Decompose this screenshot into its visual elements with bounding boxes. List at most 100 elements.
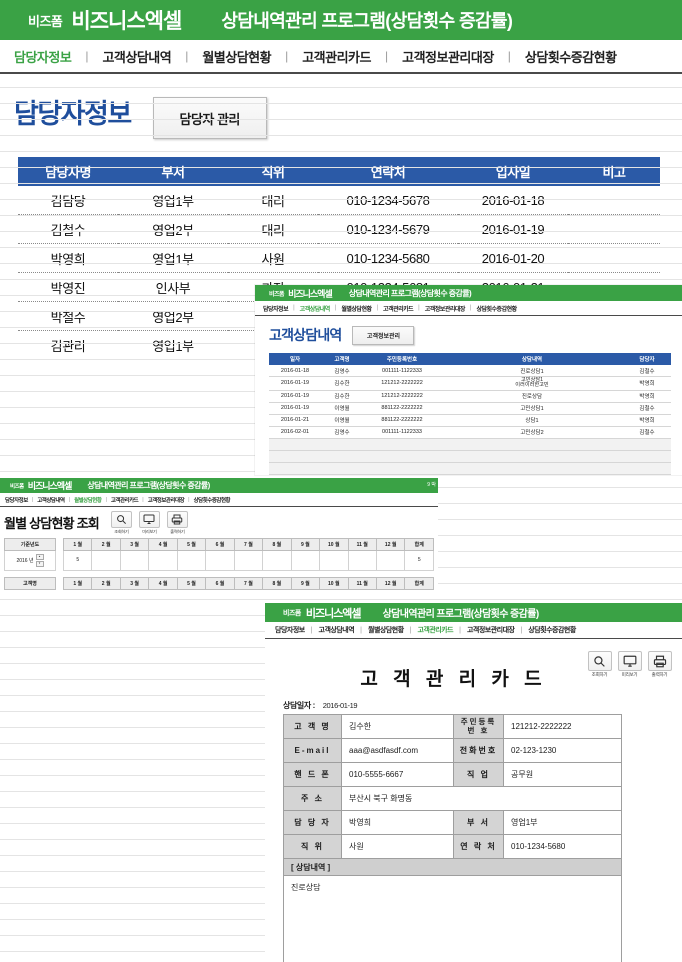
print-button-label: 출력하기 <box>170 528 185 534</box>
spinner-up-icon[interactable]: ▴ <box>35 553 44 560</box>
dept-cell: 인사부 <box>118 272 228 302</box>
table-row-empty[interactable] <box>269 474 671 475</box>
print-button[interactable]: 출력하기 <box>647 651 672 678</box>
search-button[interactable]: 조회하기 <box>587 651 612 678</box>
col-month-1: 1 월 <box>62 576 93 590</box>
table-row[interactable]: 김철수 영업2부 대리 010-1234-5679 2016-01-19 <box>18 214 660 244</box>
summary-cell <box>91 549 121 571</box>
rrn-cell: 121212-2222222 <box>363 376 441 391</box>
program-title-label: 상담내역관리 프로그램(상담횟수 증감률) <box>348 288 472 298</box>
nav-separator: | <box>310 626 313 634</box>
nav-item-consult-growth[interactable]: 상담횟수증감현황 <box>193 497 231 504</box>
print-button[interactable]: 출력하기 <box>166 511 188 535</box>
nav-item-monthly-status[interactable]: 월별상담현황 <box>368 627 404 634</box>
table-row[interactable]: 2016-01-18 김영수 001111-1122333 진로상담1 김철수 <box>269 365 671 377</box>
spinner-down-icon[interactable]: ▾ <box>35 560 44 567</box>
nav-item-consult-growth[interactable]: 상담횟수증감현황 <box>524 49 617 65</box>
dept-cell: 영업1부 <box>118 330 228 360</box>
col-month-5: 5 월 <box>176 537 207 551</box>
table-row[interactable]: 2016-02-01 김영수 001111-1122333 고민상담2 김철수 <box>269 426 671 439</box>
nav-item-customer-ledger[interactable]: 고객정보관리대장 <box>147 497 185 504</box>
dept-value[interactable]: 영업1부 <box>503 810 622 835</box>
nav-item-consult-growth[interactable]: 상담횟수증감현황 <box>476 306 517 313</box>
email-label: E-mail <box>283 738 342 763</box>
table-row[interactable]: 김영수 1 1 <box>4 588 434 590</box>
nav-item-customer-card[interactable]: 고객관리카드 <box>302 49 371 65</box>
nav-item-consult-history[interactable]: 고객상담내역 <box>37 497 65 504</box>
nav-separator: | <box>105 496 107 503</box>
nav-item-monthly-status[interactable]: 월별상담현황 <box>341 306 372 313</box>
nav-item-staff-info[interactable]: 담당자정보 <box>263 306 289 313</box>
rrn-value[interactable]: 121212-2222222 <box>503 714 622 739</box>
manage-staff-button[interactable]: 담당자 관리 <box>152 97 267 139</box>
year-spinner[interactable]: ▴ ▾ <box>35 553 44 567</box>
col-month-6: 6 월 <box>205 576 235 590</box>
rrn-cell: 881122-2222222 <box>363 402 441 415</box>
address-value[interactable]: 부산시 북구 화명동 <box>341 786 622 811</box>
preview-icon <box>138 511 160 528</box>
table-row[interactable]: 2016-01-21 이영월 881122-2222222 상담1 박영희 <box>269 414 671 427</box>
col-month-3: 3 월 <box>119 537 150 551</box>
monthly-icon-toolbar: 조회하기 미리보기 출력하기 <box>110 511 188 535</box>
date-cell: 2016-01-19 <box>269 376 321 391</box>
table-row[interactable]: 김담당 영업1부 대리 010-1234-5678 2016-01-18 <box>18 186 660 215</box>
memo-section-body[interactable]: 진로상담 <box>283 876 622 962</box>
month-3-cell <box>119 588 150 590</box>
nav-item-customer-ledger[interactable]: 고객정보관리대장 <box>466 627 515 634</box>
table-row-empty[interactable] <box>269 450 671 463</box>
table-row[interactable]: 2016-01-19 김수한 121212-2222222 진로상담 박영희 <box>269 390 671 403</box>
col-month-9: 9 월 <box>290 537 321 551</box>
job-value[interactable]: 공무원 <box>503 762 622 787</box>
summary-cell <box>290 549 321 571</box>
rank-value[interactable]: 사원 <box>341 834 454 859</box>
col-month-2: 2 월 <box>91 576 121 590</box>
nav-item-monthly-status[interactable]: 월별상담현황 <box>202 49 272 65</box>
nav-separator: | <box>85 49 89 63</box>
tel-value[interactable]: 02-123-1230 <box>503 738 622 763</box>
preview-button[interactable]: 미리보기 <box>617 651 642 678</box>
empty-cell <box>321 450 363 463</box>
search-button[interactable]: 조회하기 <box>110 511 132 535</box>
staff-name-cell: 박영희 <box>18 243 118 273</box>
staff-value[interactable]: 박영희 <box>341 810 454 835</box>
date-cell: 2016-01-19 <box>269 390 321 403</box>
nav-item-consult-growth[interactable]: 상담횟수증감현황 <box>528 627 576 634</box>
print-icon <box>647 651 672 671</box>
nav-item-customer-ledger[interactable]: 고객정보관리대장 <box>424 306 466 313</box>
staff-cell: 박영희 <box>623 414 671 427</box>
nav-item-staff-info[interactable]: 담당자정보 <box>5 497 28 504</box>
nav-item-customer-card[interactable]: 고객관리카드 <box>383 306 414 313</box>
nav-item-staff-info[interactable]: 담당자정보 <box>275 627 305 634</box>
mobile-value[interactable]: 010-5555-6667 <box>341 762 454 787</box>
nav-item-consult-history[interactable]: 고객상담내역 <box>102 49 172 65</box>
rrn-label-line2: 번 호 <box>467 725 490 735</box>
nav-item-consult-history[interactable]: 고객상담내역 <box>299 306 331 313</box>
row-total-cell: 1 <box>404 588 434 590</box>
manage-customer-info-button[interactable]: 고객정보관리 <box>352 325 415 345</box>
table-row-empty[interactable] <box>269 438 671 451</box>
nav-item-customer-ledger[interactable]: 고객정보관리대장 <box>402 49 494 65</box>
nav-item-monthly-status[interactable]: 월별상담현황 <box>74 497 102 504</box>
nav-item-consult-history[interactable]: 고객상담내역 <box>318 627 355 634</box>
nav-item-customer-card[interactable]: 고객관리카드 <box>110 497 139 504</box>
consult-memo-cell: 고민상담1 이러이러한고민 <box>441 376 623 391</box>
monthly-summary-header-row: 기준년도 1 월 2 월 3 월 4 월 5 월 6 월 7 월 8 월 9 월… <box>4 537 434 551</box>
consult-table-header-row: 일자 고객명 주민등록번호 상담내역 담당자 <box>269 353 671 365</box>
table-row[interactable]: 2016-01-19 이영월 881122-2222222 고민상담1 김철수 <box>269 402 671 415</box>
preview-button[interactable]: 미리보기 <box>138 511 160 535</box>
rrn-cell: 001111-1122333 <box>363 426 441 439</box>
nav-item-customer-card[interactable]: 고객관리카드 <box>417 627 454 634</box>
customer-name-value[interactable]: 김수한 <box>341 714 454 739</box>
monthly-customer-table: 고객명 1 월 2 월 3 월 4 월 5 월 6 월 7 월 8 월 9 월 … <box>4 576 434 590</box>
customer-name-cell: 이영월 <box>321 402 363 415</box>
table-row-empty[interactable] <box>269 462 671 475</box>
nav-item-staff-info[interactable]: 담당자정보 <box>14 49 72 65</box>
empty-cell <box>441 462 623 475</box>
base-year-stepper[interactable]: 2016 년 ▴ ▾ <box>4 549 56 571</box>
table-row[interactable]: 박영희 영업1부 사원 010-1234-5680 2016-01-20 <box>18 243 660 273</box>
email-value[interactable]: aaa@asdfasdf.com <box>341 738 454 763</box>
nav-separator: | <box>384 49 389 63</box>
table-row[interactable]: 2016-01-19 김수한 121212-2222222 고민상담1 이러이러한고민 박… <box>269 376 671 391</box>
contact-value[interactable]: 010-1234-5680 <box>503 834 622 859</box>
app-banner: 비즈폼 비즈니스엑셀 상담내역관리 프로그램(상담횟수 증감률) <box>255 285 682 301</box>
